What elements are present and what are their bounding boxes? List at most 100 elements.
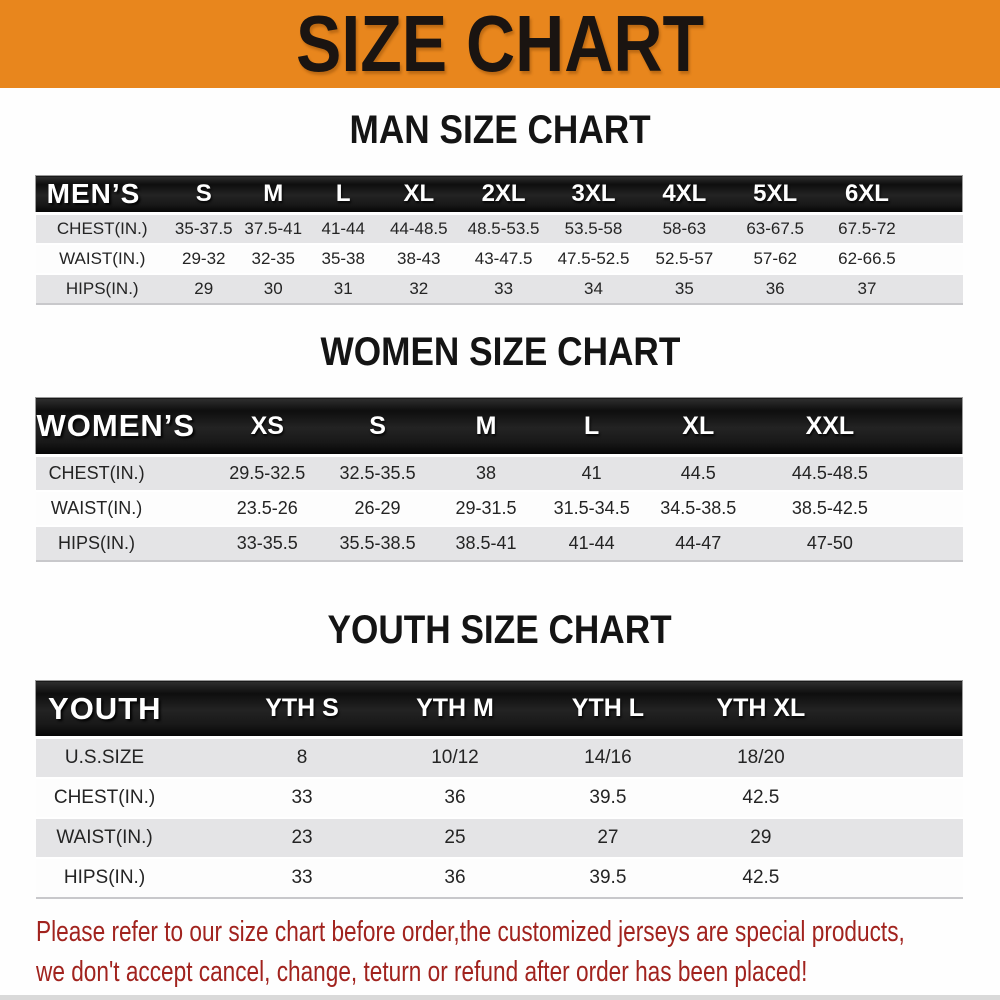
filler-cell bbox=[837, 680, 964, 739]
filler-cell bbox=[837, 858, 963, 899]
table-cell: 41 bbox=[539, 455, 644, 492]
table-cell: 41-44 bbox=[308, 213, 379, 245]
table-cell: 36 bbox=[378, 778, 532, 819]
table-cell: 23 bbox=[225, 818, 379, 859]
column-header-l: L bbox=[308, 175, 379, 215]
filler-cell bbox=[913, 175, 964, 215]
youth-table-label: YOUTH bbox=[34, 680, 226, 739]
column-header-3xl: 3XL bbox=[548, 175, 639, 215]
row-label: WAIST(IN.) bbox=[35, 491, 212, 527]
women-section-heading-text: WOMEN SIZE CHART bbox=[320, 330, 680, 374]
notice-line-2-text: we don't accept cancel, change, teturn o… bbox=[36, 956, 808, 988]
filler-cell bbox=[906, 397, 963, 457]
table-cell: 47.5-52.5 bbox=[548, 244, 639, 275]
filler-cell bbox=[913, 213, 963, 245]
row-label: WAIST(IN.) bbox=[35, 818, 226, 859]
table-row: CHEST(IN.) 33 36 39.5 42.5 bbox=[35, 778, 963, 819]
table-cell: 35-37.5 bbox=[168, 213, 239, 245]
table-cell: 42.5 bbox=[684, 778, 838, 819]
size-chart-banner: SIZE CHART bbox=[0, 0, 1000, 88]
table-cell: 52.5-57 bbox=[638, 244, 730, 275]
filler-cell bbox=[906, 455, 963, 492]
table-cell: 31.5-34.5 bbox=[539, 491, 644, 527]
table-cell: 10/12 bbox=[378, 737, 532, 779]
table-cell: 37 bbox=[820, 274, 914, 305]
row-label: CHEST(IN.) bbox=[35, 213, 169, 245]
table-cell: 38.5-42.5 bbox=[752, 491, 907, 527]
table-cell: 8 bbox=[225, 737, 379, 779]
table-row: WAIST(IN.) 23 25 27 29 bbox=[35, 818, 963, 859]
table-cell: 33 bbox=[225, 778, 379, 819]
table-cell: 35 bbox=[638, 274, 730, 305]
table-row: WAIST(IN.) 23.5-26 26-29 29-31.5 31.5-34.5 34… bbox=[35, 491, 963, 527]
table-cell: 48.5-53.5 bbox=[459, 213, 549, 245]
table-cell: 18/20 bbox=[684, 737, 838, 779]
table-row: CHEST(IN.) 35-37.5 37.5-41 41-44 44-48.5 48.5… bbox=[35, 213, 963, 245]
table-cell: 38.5-41 bbox=[432, 526, 540, 562]
table-cell: 63-67.5 bbox=[729, 213, 821, 245]
table-cell: 33 bbox=[459, 274, 549, 305]
table-cell: 38 bbox=[432, 455, 540, 492]
women-size-table: WOMEN’S XS S M L XL XXL CHEST(IN.) 29.5-32.5 32.5… bbox=[34, 397, 963, 562]
table-cell: 44-48.5 bbox=[378, 213, 460, 245]
row-label: CHEST(IN.) bbox=[35, 455, 212, 492]
row-label: HIPS(IN.) bbox=[35, 274, 169, 305]
men-table-header-row: MEN’S S M L XL 2XL 3XL 4XL 5XL 6XL bbox=[34, 175, 964, 215]
youth-section-heading-text: YOUTH SIZE CHART bbox=[327, 608, 673, 652]
table-cell: 47-50 bbox=[752, 526, 907, 562]
table-cell: 53.5-58 bbox=[548, 213, 639, 245]
column-header-m: M bbox=[432, 397, 540, 457]
column-header-xs: XS bbox=[211, 397, 323, 457]
column-header-yth-xl: YTH XL bbox=[684, 680, 838, 739]
filler-cell bbox=[906, 491, 963, 527]
column-header-xxl: XXL bbox=[752, 397, 907, 457]
column-header-yth-s: YTH S bbox=[225, 680, 379, 739]
table-row: U.S.SIZE 8 10/12 14/16 18/20 bbox=[35, 737, 963, 779]
column-header-6xl: 6XL bbox=[820, 175, 914, 215]
table-cell: 43-47.5 bbox=[459, 244, 549, 275]
men-table-label: MEN’S bbox=[34, 175, 169, 215]
filler-cell bbox=[906, 526, 963, 562]
footer-notice: Please refer to our size chart before or… bbox=[36, 912, 1000, 992]
table-cell: 29-32 bbox=[168, 244, 239, 275]
table-cell: 29 bbox=[684, 818, 838, 859]
table-cell: 33 bbox=[225, 858, 379, 899]
table-row: HIPS(IN.) 33 36 39.5 42.5 bbox=[35, 858, 963, 899]
table-cell: 34.5-38.5 bbox=[643, 491, 753, 527]
filler-cell bbox=[837, 818, 963, 859]
column-header-4xl: 4XL bbox=[638, 175, 730, 215]
man-section-heading-text: MAN SIZE CHART bbox=[349, 108, 651, 152]
filler-cell bbox=[913, 244, 963, 275]
table-cell: 57-62 bbox=[729, 244, 821, 275]
table-cell: 14/16 bbox=[531, 737, 685, 779]
notice-line-2: we don't accept cancel, change, teturn o… bbox=[36, 952, 1000, 992]
table-cell: 44.5-48.5 bbox=[752, 455, 907, 492]
table-row: WAIST(IN.) 29-32 32-35 35-38 38-43 43-47.5 47.… bbox=[35, 244, 963, 275]
table-cell: 32-35 bbox=[238, 244, 309, 275]
table-cell: 62-66.5 bbox=[820, 244, 914, 275]
row-label: HIPS(IN.) bbox=[35, 858, 226, 899]
column-header-5xl: 5XL bbox=[729, 175, 821, 215]
table-cell: 30 bbox=[238, 274, 309, 305]
table-cell: 25 bbox=[378, 818, 532, 859]
table-cell: 27 bbox=[531, 818, 685, 859]
men-size-table: MEN’S S M L XL 2XL 3XL 4XL 5XL 6XL CHEST(IN.) 35-37… bbox=[34, 175, 964, 305]
table-cell: 37.5-41 bbox=[238, 213, 309, 245]
table-cell: 32.5-35.5 bbox=[322, 455, 433, 492]
table-cell: 41-44 bbox=[539, 526, 644, 562]
table-cell: 29.5-32.5 bbox=[211, 455, 323, 492]
column-header-m: M bbox=[238, 175, 309, 215]
column-header-s: S bbox=[322, 397, 433, 457]
women-table-header-row: WOMEN’S XS S M L XL XXL bbox=[34, 397, 963, 457]
table-cell: 42.5 bbox=[684, 858, 838, 899]
table-cell: 35.5-38.5 bbox=[322, 526, 433, 562]
table-cell: 32 bbox=[378, 274, 460, 305]
row-label: CHEST(IN.) bbox=[35, 778, 226, 819]
table-cell: 33-35.5 bbox=[211, 526, 323, 562]
table-cell: 67.5-72 bbox=[820, 213, 914, 245]
notice-line-1-text: Please refer to our size chart before or… bbox=[36, 916, 905, 948]
filler-cell bbox=[837, 737, 963, 779]
table-row: HIPS(IN.) 33-35.5 35.5-38.5 38.5-41 41-44 44-… bbox=[35, 526, 963, 562]
column-header-yth-l: YTH L bbox=[531, 680, 685, 739]
row-label: WAIST(IN.) bbox=[35, 244, 169, 275]
